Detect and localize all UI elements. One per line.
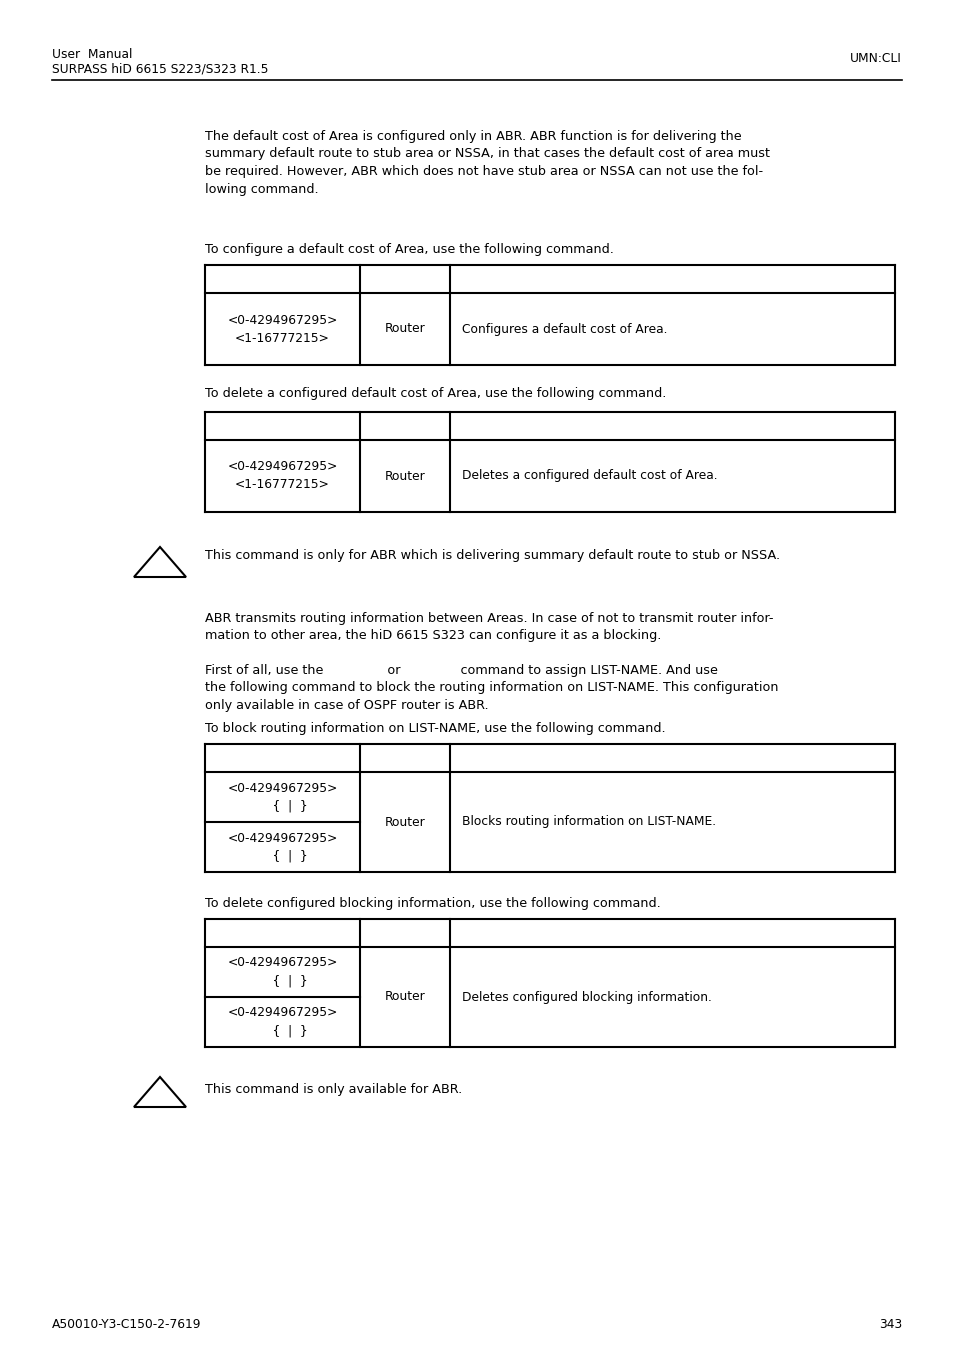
Text: Router: Router <box>384 991 425 1003</box>
Text: This command is only for ABR which is delivering summary default route to stub o: This command is only for ABR which is de… <box>205 548 780 562</box>
Text: <0-4294967295>
    {  |  }: <0-4294967295> { | } <box>227 957 337 987</box>
Text: This command is only available for ABR.: This command is only available for ABR. <box>205 1084 462 1096</box>
Text: The default cost of Area is configured only in ABR. ABR function is for deliveri: The default cost of Area is configured o… <box>205 130 769 196</box>
Text: <0-4294967295>
    {  |  }: <0-4294967295> { | } <box>227 832 337 863</box>
Text: Router: Router <box>384 323 425 336</box>
Text: <0-4294967295>
    {  |  }: <0-4294967295> { | } <box>227 1007 337 1038</box>
Text: Deletes a configured default cost of Area.: Deletes a configured default cost of Are… <box>461 470 717 482</box>
Text: Router: Router <box>384 815 425 829</box>
Text: <0-4294967295>
<1-16777215>: <0-4294967295> <1-16777215> <box>227 460 337 491</box>
Text: To block routing information on LIST-NAME, use the following command.: To block routing information on LIST-NAM… <box>205 722 665 734</box>
Text: <0-4294967295>
    {  |  }: <0-4294967295> { | } <box>227 782 337 813</box>
Text: To delete configured blocking information, use the following command.: To delete configured blocking informatio… <box>205 896 660 910</box>
Text: First of all, use the                or               command to assign LIST-NAM: First of all, use the or command to assi… <box>205 664 778 711</box>
Text: Blocks routing information on LIST-NAME.: Blocks routing information on LIST-NAME. <box>461 815 716 829</box>
Text: 343: 343 <box>878 1318 901 1331</box>
Text: ABR transmits routing information between Areas. In case of not to transmit rout: ABR transmits routing information betwee… <box>205 612 773 643</box>
Text: SURPASS hiD 6615 S223/S323 R1.5: SURPASS hiD 6615 S223/S323 R1.5 <box>52 62 268 76</box>
Text: Configures a default cost of Area.: Configures a default cost of Area. <box>461 323 667 336</box>
Text: To delete a configured default cost of Area, use the following command.: To delete a configured default cost of A… <box>205 387 666 400</box>
Text: To configure a default cost of Area, use the following command.: To configure a default cost of Area, use… <box>205 243 613 256</box>
Text: User  Manual: User Manual <box>52 49 132 61</box>
Text: Router: Router <box>384 470 425 482</box>
Text: Deletes configured blocking information.: Deletes configured blocking information. <box>461 991 711 1003</box>
Text: A50010-Y3-C150-2-7619: A50010-Y3-C150-2-7619 <box>52 1318 201 1331</box>
Text: UMN:CLI: UMN:CLI <box>849 53 901 65</box>
Text: <0-4294967295>
<1-16777215>: <0-4294967295> <1-16777215> <box>227 313 337 344</box>
